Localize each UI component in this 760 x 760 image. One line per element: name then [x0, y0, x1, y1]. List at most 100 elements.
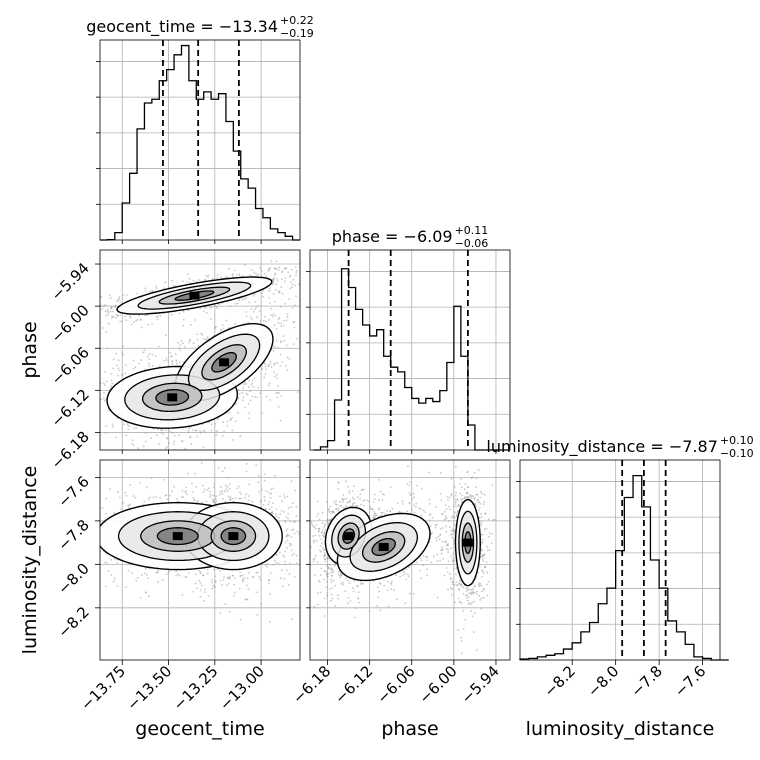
scatter-point: [333, 501, 335, 504]
scatter-point: [132, 427, 135, 430]
scatter-point: [92, 532, 94, 534]
scatter-point: [316, 500, 319, 503]
scatter-point: [353, 501, 356, 504]
scatter-point: [277, 562, 280, 565]
scatter-point: [86, 519, 88, 521]
scatter-point: [238, 587, 241, 590]
scatter-point: [416, 484, 418, 487]
scatter-point: [272, 277, 275, 279]
scatter-point: [282, 335, 285, 338]
scatter-point: [173, 486, 176, 488]
scatter-point: [233, 583, 235, 586]
scatter-point: [135, 579, 138, 582]
scatter-point: [227, 276, 229, 279]
scatter-point: [183, 346, 186, 348]
scatter-point: [233, 594, 236, 597]
scatter-point: [88, 448, 90, 450]
scatter-point: [335, 500, 337, 502]
scatter-point: [107, 314, 110, 316]
scatter-point: [331, 574, 333, 577]
scatter-point: [109, 386, 112, 389]
scatter-point: [202, 446, 205, 449]
scatter-point: [275, 373, 278, 376]
scatter-point: [216, 430, 218, 432]
scatter-point: [291, 283, 294, 286]
scatter-point: [272, 350, 275, 352]
scatter-point: [228, 575, 231, 578]
scatter-point: [326, 571, 329, 574]
scatter-point: [97, 449, 99, 451]
scatter-point: [282, 554, 284, 557]
scatter-point: [288, 562, 291, 565]
scatter-point: [277, 322, 280, 325]
scatter-point: [181, 496, 184, 499]
scatter-point: [108, 409, 111, 412]
scatter-point: [296, 543, 298, 545]
scatter-point: [312, 560, 315, 563]
scatter-point: [447, 551, 450, 554]
scatter-point: [280, 278, 283, 281]
scatter-point: [292, 278, 295, 281]
scatter-point: [228, 483, 231, 486]
scatter-point: [328, 272, 330, 274]
scatter-point: [96, 315, 98, 317]
scatter-point: [318, 534, 321, 537]
scatter-point: [180, 339, 183, 342]
scatter-point: [325, 500, 328, 503]
scatter-point: [215, 453, 217, 455]
scatter-point: [411, 498, 414, 501]
scatter-point: [313, 338, 315, 340]
scatter-point: [315, 255, 317, 257]
scatter-point: [425, 574, 428, 577]
scatter-point: [144, 290, 147, 293]
scatter-point: [188, 341, 191, 344]
scatter-point: [382, 493, 384, 496]
scatter-point: [434, 524, 437, 527]
scatter-point: [387, 580, 389, 583]
scatter-point: [324, 528, 327, 531]
scatter-point: [340, 582, 343, 585]
scatter-point: [372, 501, 375, 503]
scatter-point: [131, 572, 134, 574]
scatter-point: [171, 431, 174, 434]
scatter-point: [288, 357, 291, 360]
scatter-point: [434, 526, 437, 529]
scatter-point: [428, 498, 431, 501]
scatter-point: [413, 511, 416, 514]
scatter-point: [117, 298, 119, 301]
scatter-point: [90, 310, 92, 312]
scatter-point: [281, 361, 284, 363]
scatter-point: [274, 274, 277, 276]
scatter-point: [270, 492, 273, 495]
scatter-point: [248, 301, 250, 304]
scatter-point: [273, 267, 276, 270]
scatter-point: [214, 575, 216, 578]
scatter-point: [286, 316, 289, 318]
scatter-point: [247, 495, 250, 497]
scatter-point: [128, 507, 130, 509]
scatter-point: [315, 524, 318, 527]
scatter-point: [357, 597, 360, 600]
scatter-point: [332, 269, 334, 271]
scatter-point: [346, 485, 349, 488]
scatter-point: [104, 561, 107, 564]
density-peak: [167, 393, 178, 402]
scatter-point: [301, 545, 303, 547]
scatter-point: [73, 506, 75, 508]
scatter-point: [272, 313, 275, 316]
scatter-point: [349, 600, 352, 603]
scatter-point: [295, 562, 298, 564]
scatter-point: [138, 362, 140, 365]
scatter-point: [275, 340, 278, 342]
scatter-point: [238, 299, 240, 302]
scatter-point: [182, 342, 184, 345]
scatter-point: [291, 618, 293, 621]
scatter-point: [168, 494, 171, 497]
scatter-point: [406, 573, 409, 576]
scatter-point: [48, 496, 50, 498]
scatter-point: [255, 316, 258, 319]
scatter-point: [275, 570, 277, 572]
scatter-point: [162, 478, 165, 481]
scatter-point: [76, 333, 78, 335]
scatter-point: [439, 534, 441, 536]
